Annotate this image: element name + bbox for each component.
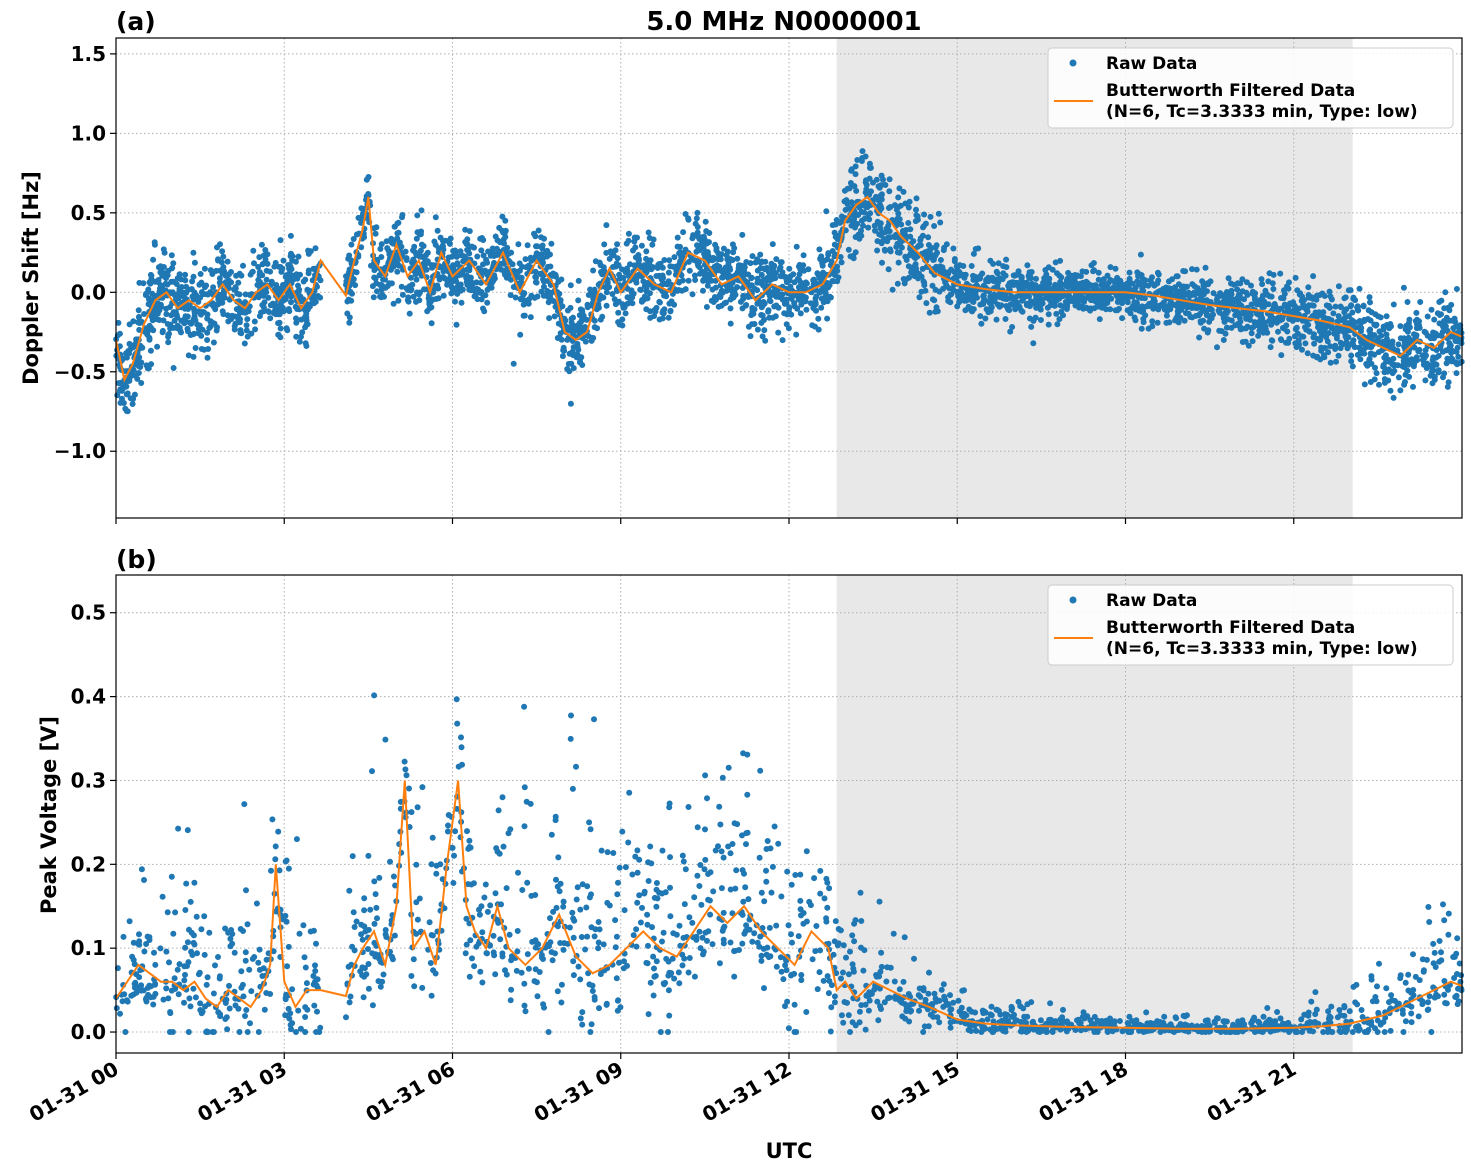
panel-a: 1.5 1.0 0.5 0.0 −0.5 −1.0 (a) Doppler Shift [… [19, 7, 1465, 524]
x-axis-label: UTC [766, 1139, 813, 1163]
legend-raw-marker [1069, 596, 1077, 604]
panel-a-ylabel: Doppler Shift [Hz] [19, 171, 43, 385]
legend-filtered-label: Butterworth Filtered Data [1106, 81, 1355, 101]
panel-b-filtered-line [115, 780, 1463, 1030]
y-tick-label: 0.4 [71, 685, 106, 709]
panel-a-frame [115, 37, 1463, 519]
y-tick-label: 0.1 [71, 936, 106, 960]
legend-raw-label: Raw Data [1106, 54, 1197, 74]
x-tick-label: 01-31 00 [25, 1057, 123, 1127]
panel-a-filtered-line [115, 195, 1463, 383]
y-tick-label: −0.5 [54, 360, 106, 384]
x-tick-label: 01-31 21 [1203, 1057, 1301, 1127]
x-tick-label: 01-31 06 [361, 1057, 459, 1127]
y-tick-label: 0.2 [71, 852, 106, 876]
panel-b-legend: Raw Data Butterworth Filtered Data (N=6,… [1047, 584, 1454, 666]
x-tick-label: 01-31 18 [1034, 1057, 1132, 1127]
x-tick-label: 01-31 09 [530, 1057, 628, 1127]
legend-filtered-params: (N=6, Tc=3.3333 min, Type: low) [1106, 102, 1418, 122]
panel-a-label: (a) [116, 7, 156, 36]
legend-filtered-params: (N=6, Tc=3.3333 min, Type: low) [1106, 639, 1418, 659]
y-tick-label: 0.5 [71, 601, 106, 625]
x-tick-label: 01-31 03 [193, 1057, 291, 1127]
legend-raw-label: Raw Data [1106, 591, 1197, 611]
y-tick-label: 1.0 [71, 121, 106, 145]
legend-filtered-label: Butterworth Filtered Data [1106, 618, 1355, 638]
y-tick-label: 0.0 [71, 1020, 106, 1044]
legend-raw-marker [1069, 59, 1077, 67]
legend-box [1047, 584, 1454, 666]
panel-b-ylabel: Peak Voltage [V] [37, 716, 61, 914]
panel-a-legend: Raw Data Butterworth Filtered Data (N=6,… [1047, 47, 1454, 129]
x-tick-label: 01-31 15 [866, 1057, 964, 1127]
panel-b-label: (b) [116, 545, 157, 574]
y-tick-label: 0.0 [71, 280, 106, 304]
panel-b: 0.5 0.4 0.3 0.2 0.1 0.0 01-31 00 01-31 03 01-31… [25, 545, 1465, 1127]
panel-b-frame [115, 574, 1463, 1054]
y-tick-label: 1.5 [71, 42, 106, 66]
y-tick-label: −1.0 [54, 439, 106, 463]
y-tick-label: 0.5 [71, 201, 106, 225]
x-tick-label: 01-31 12 [698, 1057, 796, 1127]
legend-box [1047, 47, 1454, 129]
chart-title: 5.0 MHz N0000001 [646, 7, 921, 37]
y-tick-label: 0.3 [71, 768, 106, 792]
